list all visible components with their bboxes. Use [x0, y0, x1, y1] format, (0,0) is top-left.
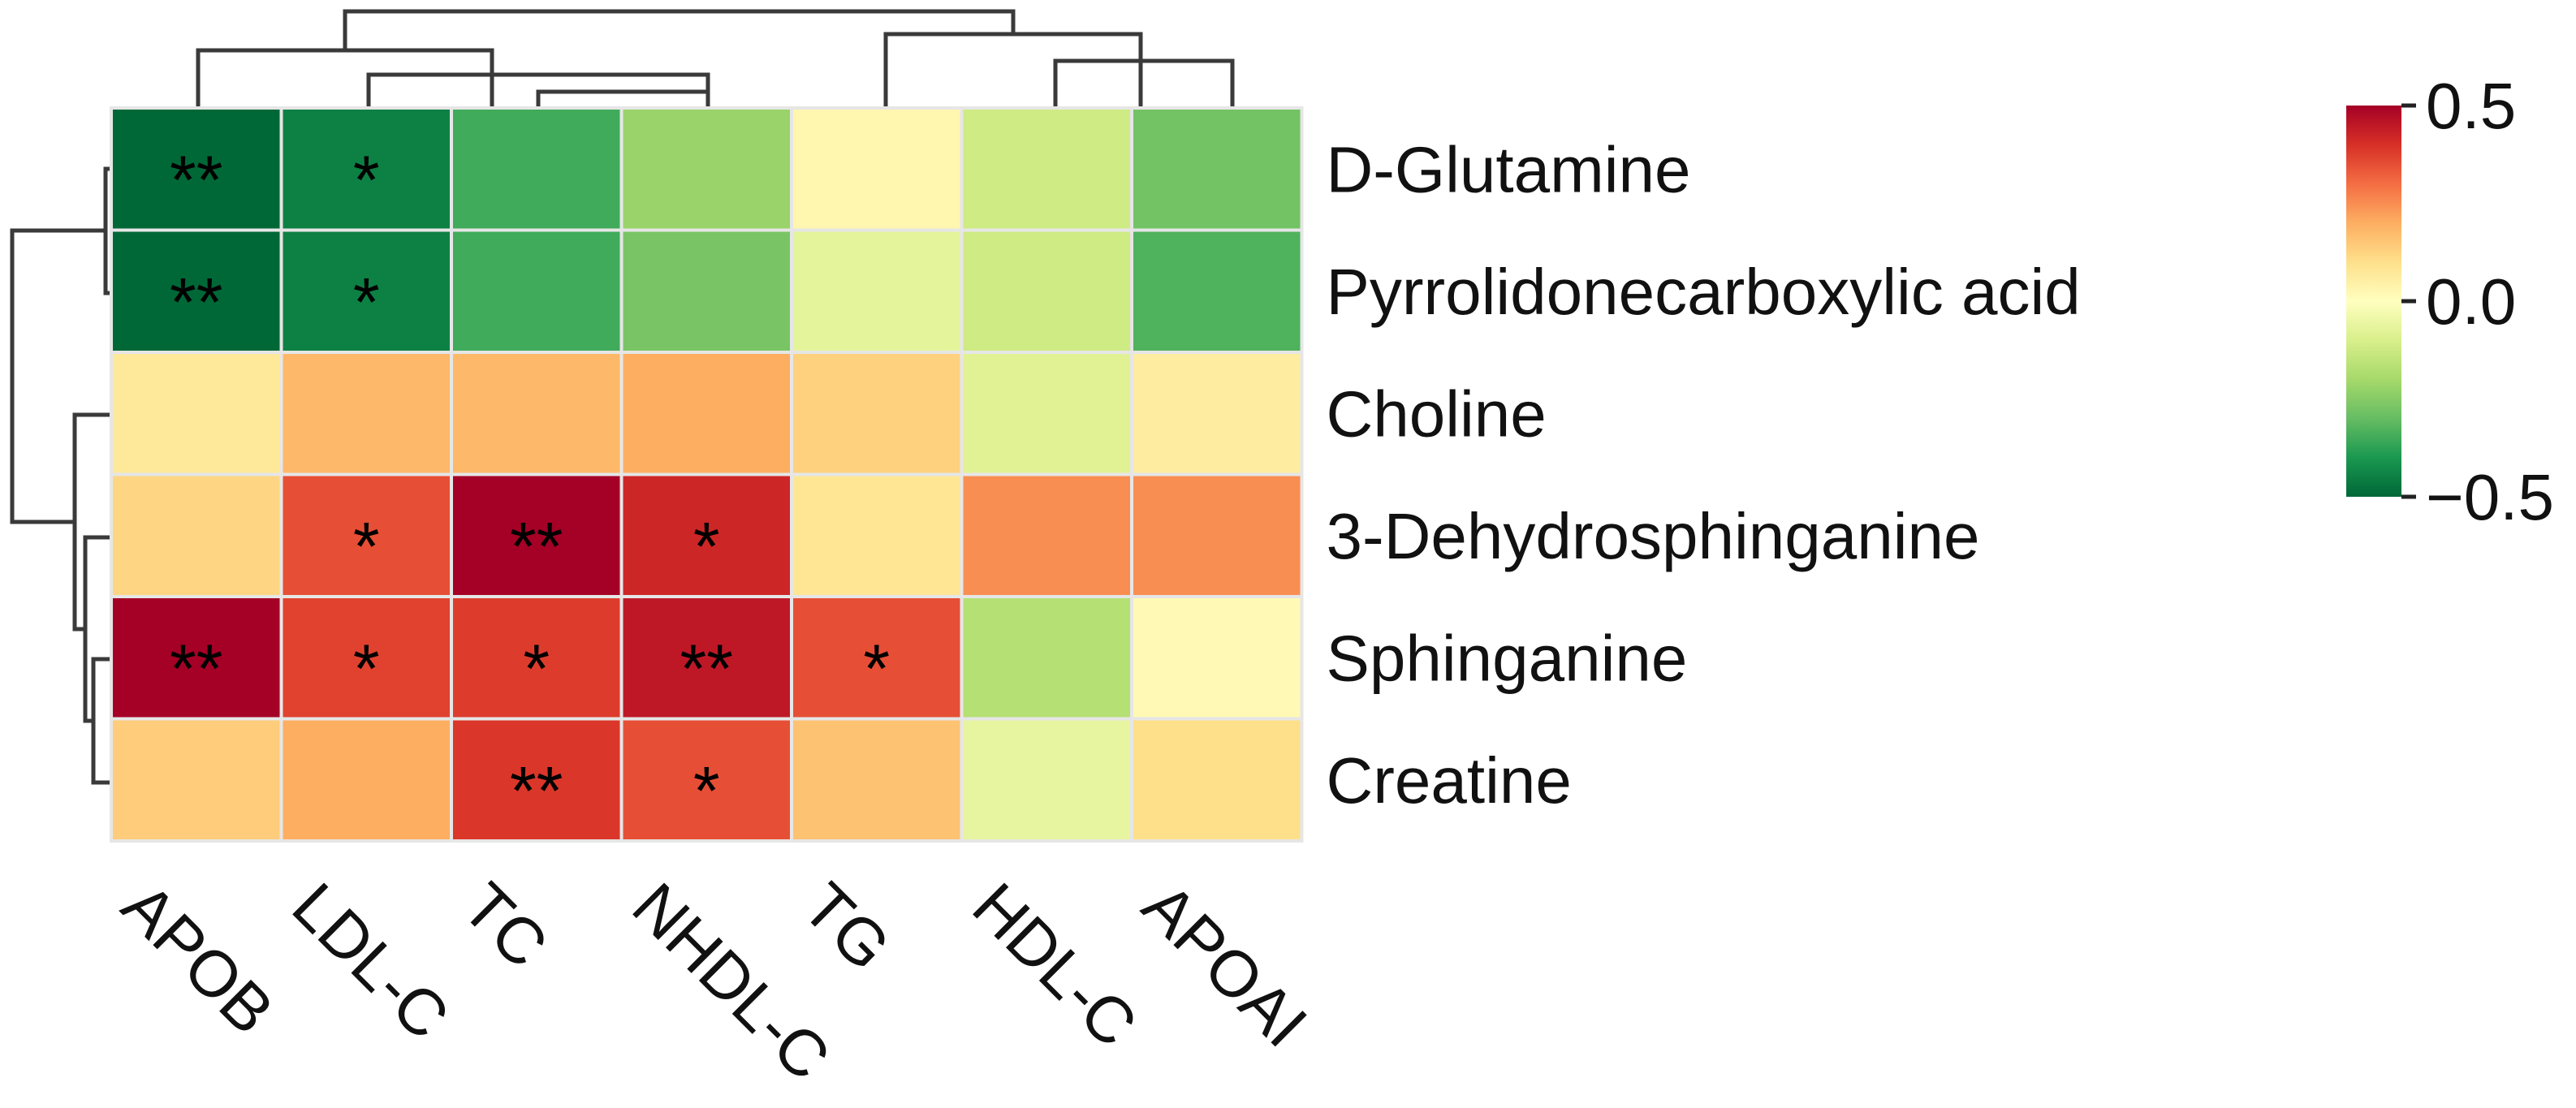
- heatmap-cell: [790, 351, 964, 476]
- colorbar-tick-label: −0.5: [2426, 461, 2554, 533]
- significance-markers: ** *** ** ** *** * * ** *** *: [170, 141, 890, 829]
- column-label: LDL-C: [279, 869, 463, 1053]
- column-label: APOAI: [1129, 869, 1321, 1061]
- heatmap-cell: [450, 472, 624, 598]
- heatmap-cell: [790, 106, 964, 232]
- row-label: 3-Dehydrosphinganine: [1327, 500, 1980, 572]
- significance-marker: **: [170, 141, 222, 218]
- heatmap-cell: [1130, 351, 1304, 476]
- heatmap-cell: [960, 351, 1133, 476]
- column-label: APOB: [109, 869, 287, 1048]
- colorbar: 0.5 0.0 −0.5: [2346, 70, 2554, 533]
- colorbar-gradient: [2346, 106, 2401, 497]
- colorbar-ticks: 0.5 0.0 −0.5: [2401, 70, 2554, 533]
- heatmap-cell: [1130, 106, 1304, 232]
- colorbar-tick-label: 0.5: [2426, 70, 2516, 142]
- heatmap-cell: [279, 351, 453, 476]
- row-labels: D-Glutamine Pyrrolidonecarboxylic acid Cho…: [1327, 133, 2081, 817]
- heatmap-cell: [450, 717, 624, 843]
- significance-marker: **: [510, 752, 563, 829]
- heatmap-cell: [450, 351, 624, 476]
- column-label: TG: [789, 869, 904, 984]
- significance-marker: **: [680, 630, 733, 706]
- heatmap-cell: [450, 595, 624, 721]
- row-dendrogram: [10, 166, 111, 785]
- heatmap-cell: [110, 106, 283, 232]
- significance-marker: *: [863, 630, 890, 706]
- heatmap-cell: [960, 717, 1133, 843]
- row-label: Sphinganine: [1327, 622, 1688, 694]
- significance-marker: *: [353, 508, 380, 584]
- heatmap-cell: [790, 717, 964, 843]
- heatmap-cell: [619, 717, 793, 843]
- heatmap-cell: [450, 228, 624, 354]
- heatmap-cell: [110, 351, 283, 476]
- significance-marker: **: [170, 630, 222, 706]
- heatmap-cell: [1130, 595, 1304, 721]
- heatmap-cell: [619, 351, 793, 476]
- heatmap-cell: [619, 228, 793, 354]
- heatmap-cell: [1130, 472, 1304, 598]
- row-label: Choline: [1327, 377, 1547, 450]
- heatmap-cell: [1130, 228, 1304, 354]
- heatmap-cell: [790, 472, 964, 598]
- heatmap-cell: [110, 717, 283, 843]
- heatmap-cell: [1130, 717, 1304, 843]
- row-label: Pyrrolidonecarboxylic acid: [1327, 256, 2081, 328]
- column-label: TC: [449, 869, 561, 981]
- significance-marker: *: [353, 141, 380, 218]
- heatmap-cell: [960, 228, 1133, 354]
- heatmap-cell: [960, 472, 1133, 598]
- heatmap-cell: [960, 595, 1133, 721]
- column-dendrogram: [196, 9, 1235, 111]
- heatmap-cell: [450, 106, 624, 232]
- significance-marker: *: [353, 264, 380, 340]
- heatmap-cell: [619, 106, 793, 232]
- significance-marker: *: [693, 508, 720, 584]
- significance-marker: *: [693, 752, 720, 829]
- heatmap-cell: [960, 106, 1133, 232]
- heatmap-cell: [110, 595, 283, 721]
- significance-marker: **: [170, 264, 222, 340]
- column-label: HDL-C: [960, 869, 1151, 1061]
- heatmap-cell: [110, 472, 283, 598]
- heatmap-cell: [790, 595, 964, 721]
- heatmap-cells: [110, 106, 1304, 843]
- significance-marker: *: [353, 630, 380, 706]
- row-label: Creatine: [1327, 744, 1572, 817]
- heatmap-cell: [279, 717, 453, 843]
- heatmap-cell: [279, 106, 453, 232]
- heatmap-cell: [790, 228, 964, 354]
- significance-marker: *: [523, 630, 550, 706]
- row-label: D-Glutamine: [1327, 133, 1691, 205]
- colorbar-tick-label: 0.0: [2426, 265, 2516, 338]
- significance-marker: **: [510, 508, 563, 584]
